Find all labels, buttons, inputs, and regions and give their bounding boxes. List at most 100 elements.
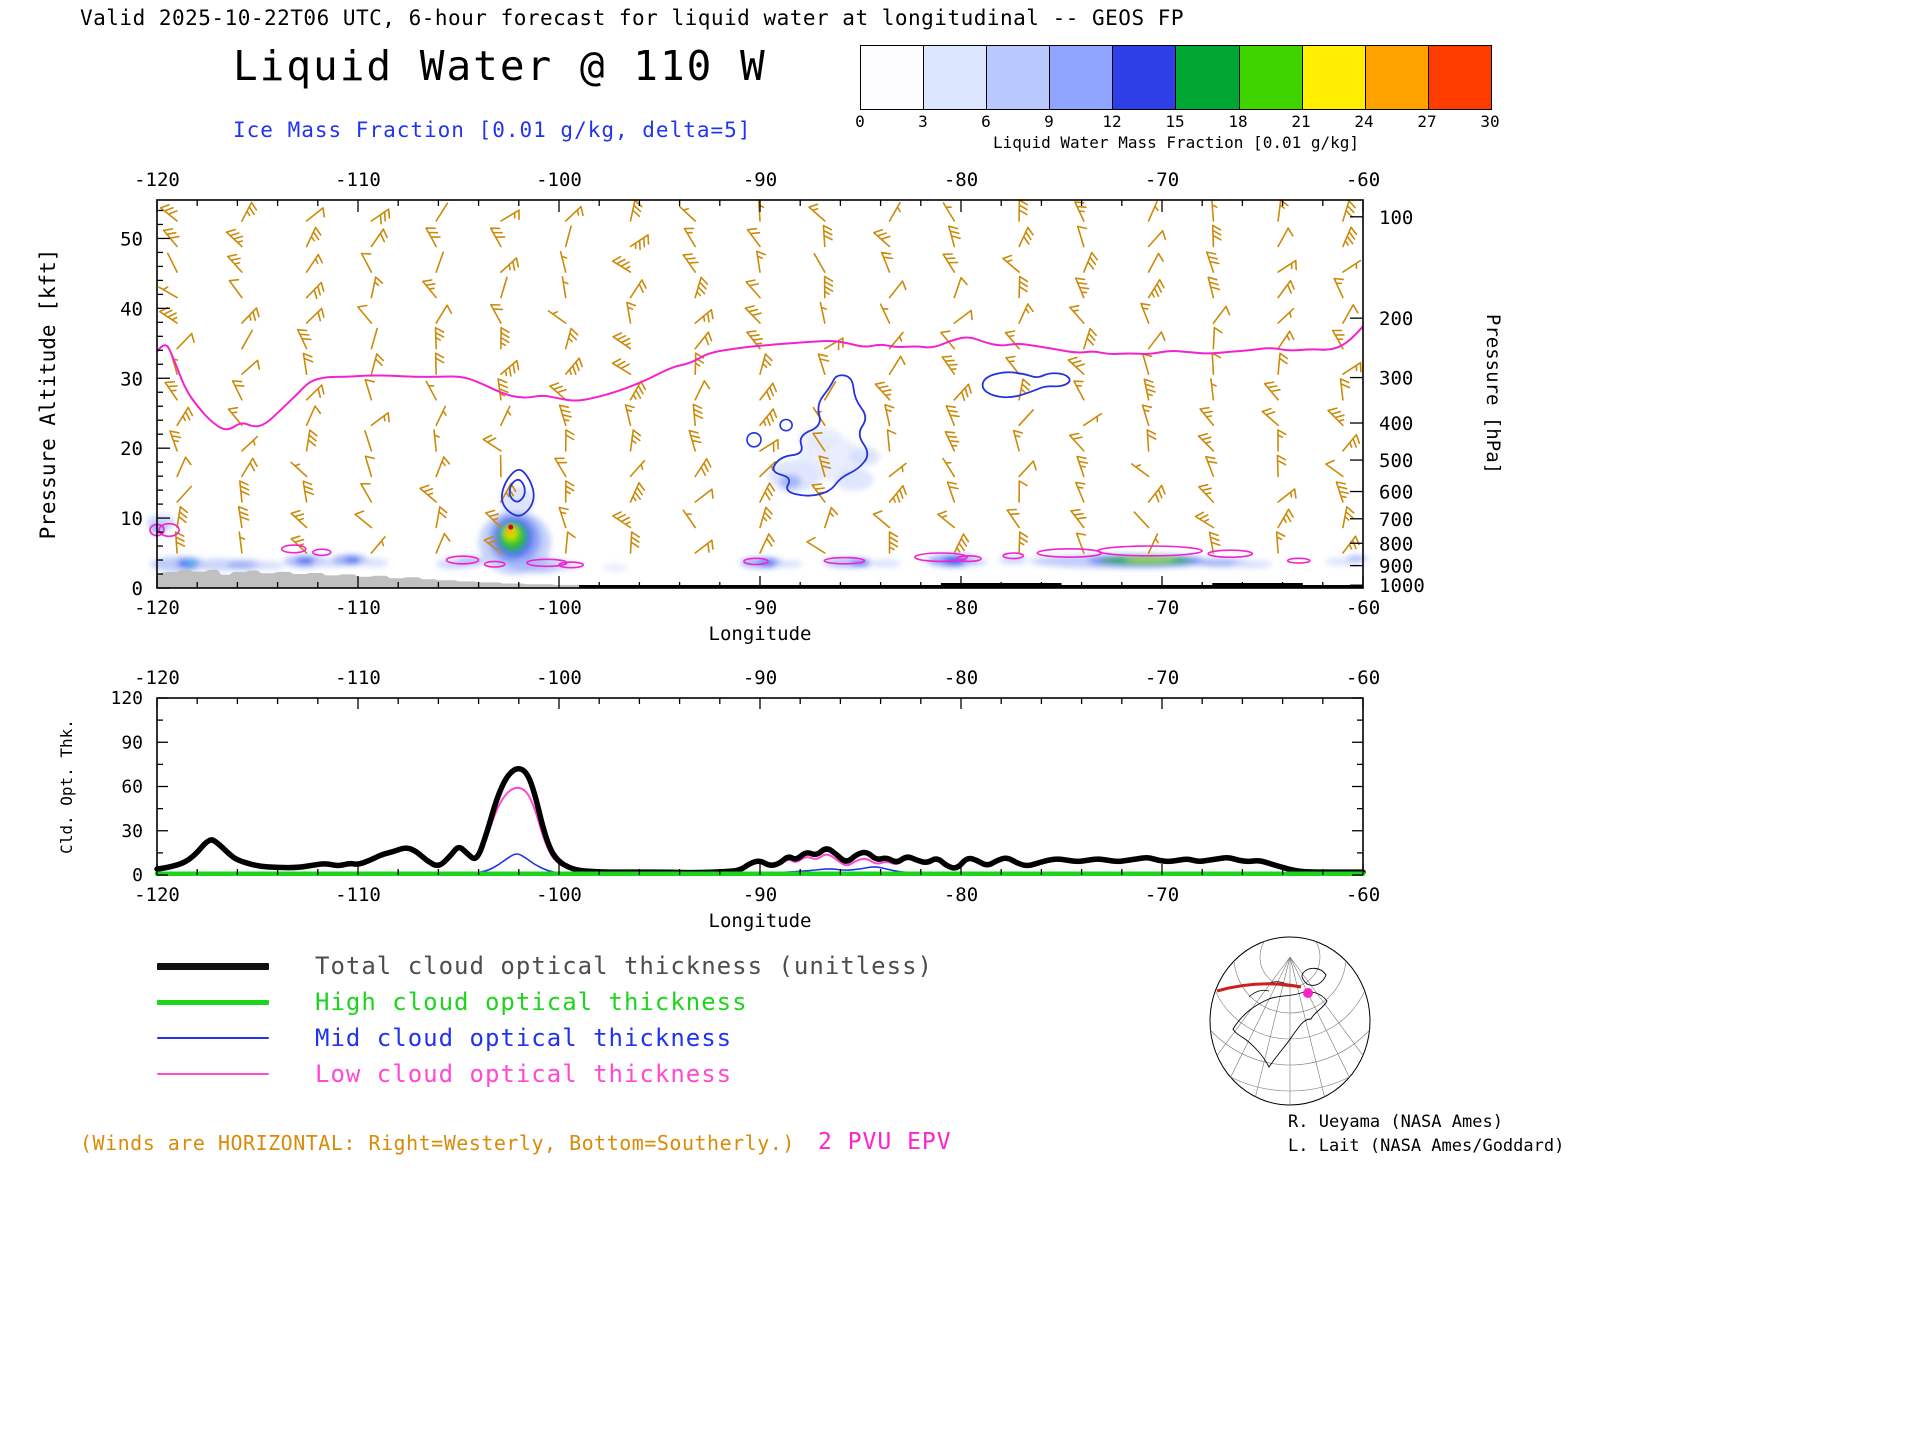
wind-barb: [819, 301, 827, 324]
wind-barb: [1261, 407, 1279, 427]
wind-barb: [305, 226, 322, 248]
axis-text: -60: [1346, 597, 1380, 619]
wind-barb: [884, 404, 895, 427]
wind-barb: [822, 224, 833, 248]
wind-barb: [880, 251, 894, 273]
wind-barb: [1198, 483, 1215, 503]
wind-barb: [1207, 276, 1221, 299]
wind-barb: [564, 225, 572, 248]
wind-barb: [360, 252, 373, 273]
wind-barb: [872, 510, 891, 529]
wind-barb: [559, 250, 568, 273]
liquid-patch: [868, 560, 901, 567]
pvu-low-contour: [558, 561, 585, 569]
wind-barb: [1277, 279, 1295, 299]
axis-text: 40: [120, 298, 143, 320]
wind-barb: [1070, 508, 1087, 529]
axis-text: -100: [536, 884, 582, 906]
axis-text: 400: [1379, 413, 1413, 435]
wind-barb: [813, 253, 826, 273]
wind-barb: [1018, 199, 1028, 222]
axis-text: 600: [1379, 482, 1413, 504]
liquid-patch: [344, 556, 360, 564]
wind-barb: [824, 506, 839, 529]
wind-barb: [227, 406, 243, 427]
pvu-low-contour: [956, 555, 982, 563]
pvu-low-contour: [158, 522, 181, 538]
wind-barb: [419, 484, 437, 503]
axis-text: -60: [1346, 667, 1380, 689]
wind-barb: [370, 353, 384, 375]
wind-barb: [874, 381, 892, 401]
wind-barb: [305, 253, 323, 273]
legend-label: High cloud optical thickness: [315, 988, 748, 1016]
liquid-patch: [186, 560, 197, 566]
colorbar-tick-labels: 0 3 6 9 12 15 18 21 24 27 30: [855, 112, 1499, 132]
axis-text: 90: [121, 732, 143, 753]
wind-barb: [1277, 227, 1294, 248]
globe-graticule: [1210, 937, 1370, 1105]
pvu-2-contour: [156, 325, 1364, 431]
axis-text: -100: [536, 667, 582, 689]
colorbar-tick-label: 9: [1044, 112, 1054, 131]
wind-barb: [624, 404, 635, 427]
axis-text: Pressure [hPa]: [1482, 314, 1504, 474]
colorbar-cell: [1113, 46, 1177, 109]
wind-barb: [1075, 532, 1087, 554]
wind-barb: [435, 532, 451, 554]
wind-barb: [1325, 459, 1344, 478]
wind-barb: [1263, 381, 1281, 401]
wind-barb: [1018, 226, 1034, 248]
wind-barb: [944, 431, 960, 452]
wind-barb: [227, 253, 243, 273]
wind-barb: [942, 253, 959, 273]
legend-item: Low cloud optical thickness: [157, 1056, 732, 1092]
wind-barb: [164, 381, 178, 401]
wind-barb: [422, 279, 437, 299]
wind-barb: [176, 406, 194, 427]
wind-barb: [629, 459, 646, 478]
wind-barb: [1212, 305, 1231, 324]
wind-barb: [558, 404, 572, 427]
axis-text: -110: [335, 667, 381, 689]
liquid-patch: [849, 447, 880, 466]
optical-thickness-panel: -120 -120 -110 -110 -100 -100 -90 -90 -80 -80 -70 -…: [57, 667, 1380, 932]
wind-barb: [823, 275, 834, 299]
axis-text: 700: [1379, 509, 1413, 531]
colorbar-tick-label: 24: [1354, 112, 1374, 131]
wind-barb: [1277, 199, 1289, 222]
wind-barb: [626, 301, 637, 324]
wind-barb: [759, 482, 776, 503]
pvu-low-contour: [743, 557, 769, 566]
ice-mass-subtitle: Ice Mass Fraction [0.01 g/kg, delta=5]: [233, 118, 752, 142]
wind-barb: [370, 228, 388, 248]
wind-barb: [239, 480, 250, 503]
wind-barb: [425, 227, 441, 248]
axis-text: -80: [944, 884, 978, 906]
pvu-low-contour: [445, 555, 480, 565]
wind-barb: [1277, 429, 1287, 452]
wind-barb: [942, 202, 956, 222]
wind-barb: [886, 429, 897, 452]
wind-barb: [176, 485, 193, 503]
wind-barb: [888, 355, 906, 375]
wind-barb: [1342, 226, 1358, 248]
valid-line: Valid 2025-10-22T06 UTC, 6-hour forecast…: [80, 6, 1185, 30]
wind-barb: [1140, 302, 1151, 324]
liquid-patch: [506, 528, 513, 535]
wind-barb: [1075, 481, 1086, 503]
wind-barb: [1211, 352, 1222, 375]
wind-barb: [238, 531, 246, 554]
axis-text: -100: [536, 597, 582, 619]
wind-barb: [808, 203, 826, 222]
colorbar-tick-label: 15: [1165, 112, 1185, 131]
plot-frame: [156, 199, 1364, 589]
wind-barb: [159, 203, 178, 222]
wind-barb: [759, 408, 778, 427]
surface-line: [1212, 583, 1303, 588]
wind-barb: [435, 506, 448, 529]
wind-barb: [1277, 352, 1289, 375]
wind-barb: [1147, 200, 1159, 222]
wind-barb: [1335, 481, 1350, 503]
ice-contour: [779, 418, 793, 432]
